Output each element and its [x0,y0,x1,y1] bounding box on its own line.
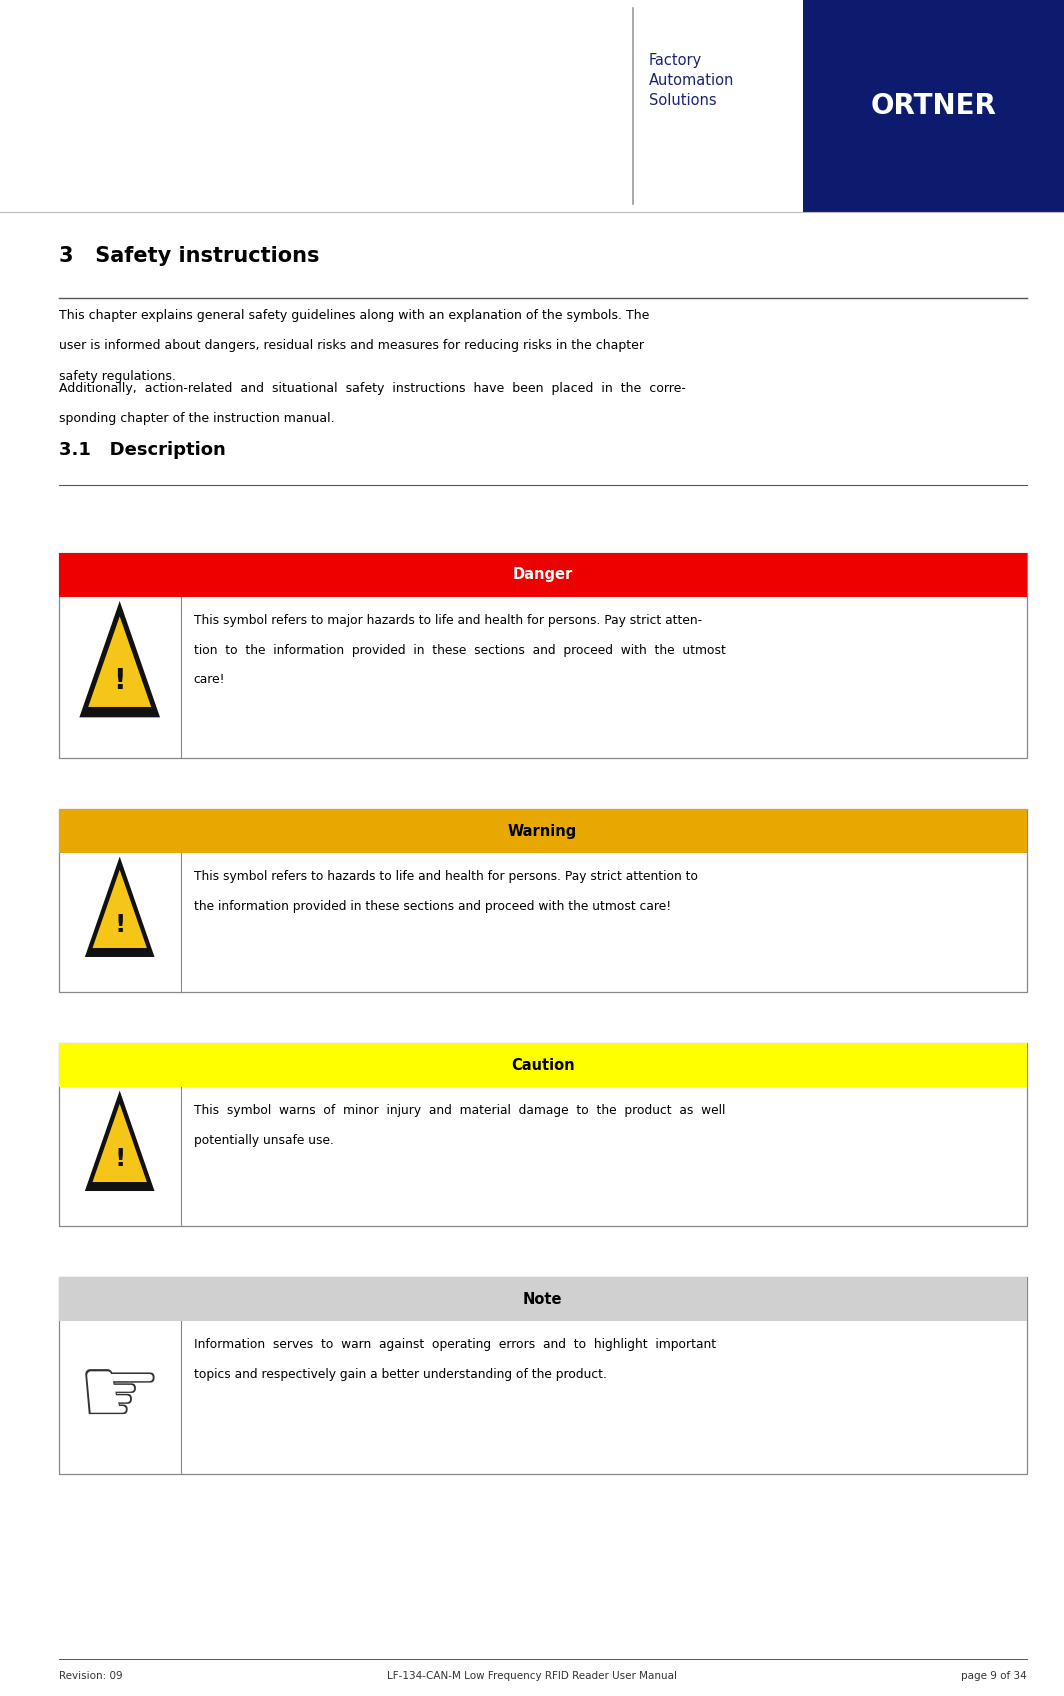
Text: tion  to  the  information  provided  in  these  sections  and  proceed  with  t: tion to the information provided in thes… [194,644,726,656]
Bar [59,1277,1027,1321]
Text: user is informed about dangers, residual risks and measures for reducing risks i: user is informed about dangers, residual… [59,339,644,353]
Polygon shape [93,1104,147,1182]
Text: page 9 of 34: page 9 of 34 [961,1671,1027,1681]
Text: safety regulations.: safety regulations. [59,370,176,383]
Text: potentially unsafe use.: potentially unsafe use. [194,1135,333,1146]
Text: This  symbol  warns  of  minor  injury  and  material  damage  to  the  product : This symbol warns of minor injury and ma… [194,1104,725,1118]
Text: Revision: 09: Revision: 09 [59,1671,122,1681]
Text: Warning: Warning [508,824,578,838]
Bar [59,1043,1027,1087]
Text: Factory
Automation
Solutions: Factory Automation Solutions [649,53,734,109]
Polygon shape [88,616,151,707]
Text: Caution: Caution [511,1058,575,1072]
Text: !: ! [114,667,126,695]
Text: Information  serves  to  warn  against  operating  errors  and  to  highlight  i: Information serves to warn against opera… [194,1338,716,1352]
Text: 3   Safety instructions: 3 Safety instructions [59,246,319,266]
Polygon shape [80,600,160,717]
Text: This symbol refers to major hazards to life and health for persons. Pay strict a: This symbol refers to major hazards to l… [194,614,702,628]
Text: !: ! [114,912,126,938]
Bar [59,1043,1027,1226]
Text: sponding chapter of the instruction manual.: sponding chapter of the instruction manu… [59,412,334,426]
Text: topics and respectively gain a better understanding of the product.: topics and respectively gain a better un… [194,1369,606,1381]
Text: ORTNER: ORTNER [870,92,997,120]
Text: Danger: Danger [513,568,572,582]
Text: This symbol refers to hazards to life and health for persons. Pay strict attenti: This symbol refers to hazards to life an… [194,870,698,884]
Text: care!: care! [194,673,226,687]
Bar [59,553,1027,758]
Bar [59,809,1027,853]
Text: !: ! [114,1146,126,1172]
Bar [59,809,1027,992]
Polygon shape [85,856,154,957]
Polygon shape [85,1091,154,1191]
Bar [59,553,1027,597]
Text: This chapter explains general safety guidelines along with an explanation of the: This chapter explains general safety gui… [59,309,649,322]
Bar [803,0,1064,212]
Polygon shape [93,870,147,948]
Bar [59,1277,1027,1474]
Text: LF-134-CAN-M Low Frequency RFID Reader User Manual: LF-134-CAN-M Low Frequency RFID Reader U… [387,1671,677,1681]
Text: Note: Note [522,1292,563,1306]
Text: Additionally,  action-related  and  situational  safety  instructions  have  bee: Additionally, action-related and situati… [59,382,685,395]
Text: ☞: ☞ [77,1352,163,1443]
Text: the information provided in these sections and proceed with the utmost care!: the information provided in these sectio… [194,901,670,912]
Text: 3.1   Description: 3.1 Description [59,441,226,460]
